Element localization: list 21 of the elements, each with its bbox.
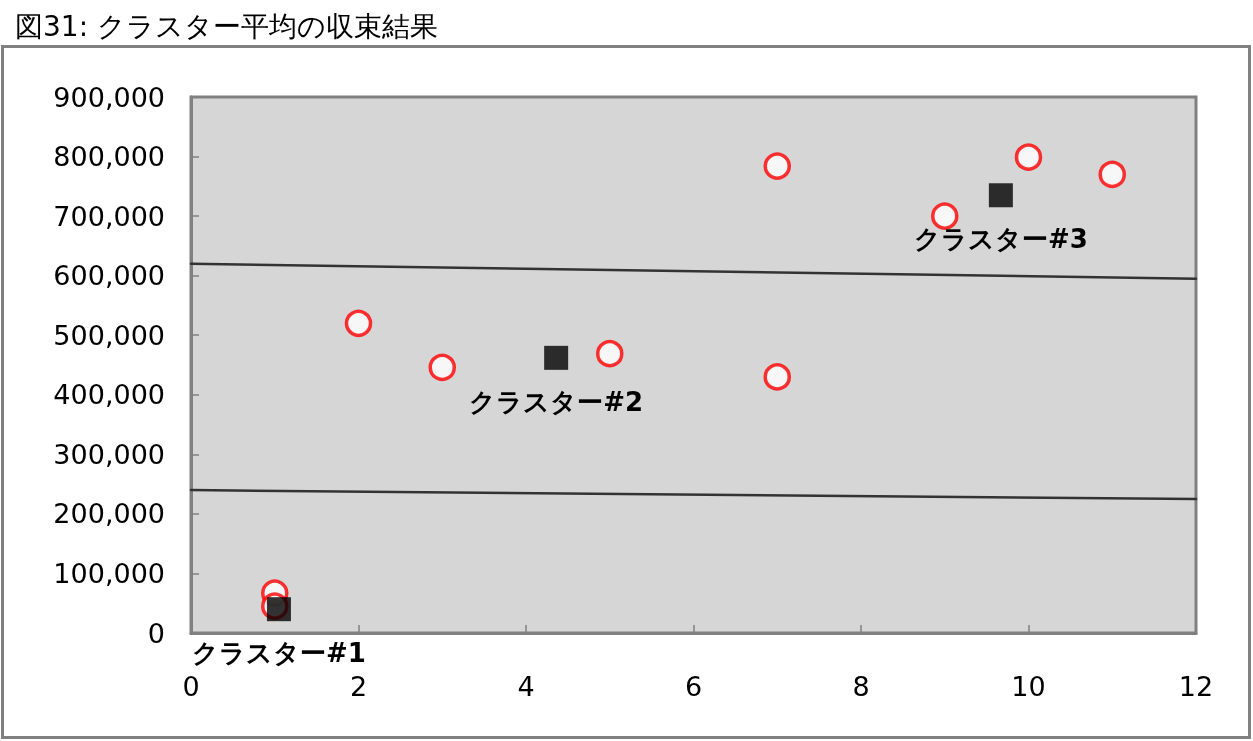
y-tick-label: 900,000 xyxy=(53,81,165,113)
y-tick-label: 700,000 xyxy=(53,200,165,232)
x-tick-label: 12 xyxy=(1178,671,1214,702)
x-tick-label: 2 xyxy=(349,671,368,702)
chart-title: 図31: クラスター平均の収束結果 xyxy=(15,9,438,43)
y-tick-label: 600,000 xyxy=(53,260,165,292)
x-tick-label: 6 xyxy=(684,671,703,702)
x-tick-label: 10 xyxy=(1011,671,1046,702)
y-tick-label: 500,000 xyxy=(53,319,165,351)
y-tick-label: 200,000 xyxy=(53,498,165,530)
y-tick-label: 100,000 xyxy=(53,557,165,589)
x-tick-label: 8 xyxy=(852,671,870,702)
x-tick-label: 4 xyxy=(517,671,535,702)
y-tick-label: 400,000 xyxy=(53,379,165,411)
y-tick-label: 800,000 xyxy=(53,141,165,173)
annotation: クラスター#2 xyxy=(469,386,644,417)
y-tick-label: 0 xyxy=(147,617,165,649)
annotation: クラスター#3 xyxy=(913,224,1088,255)
y-tick-label: 300,000 xyxy=(53,438,165,470)
x-tick-label: 0 xyxy=(182,671,200,702)
annotation: クラスター#1 xyxy=(191,638,366,669)
